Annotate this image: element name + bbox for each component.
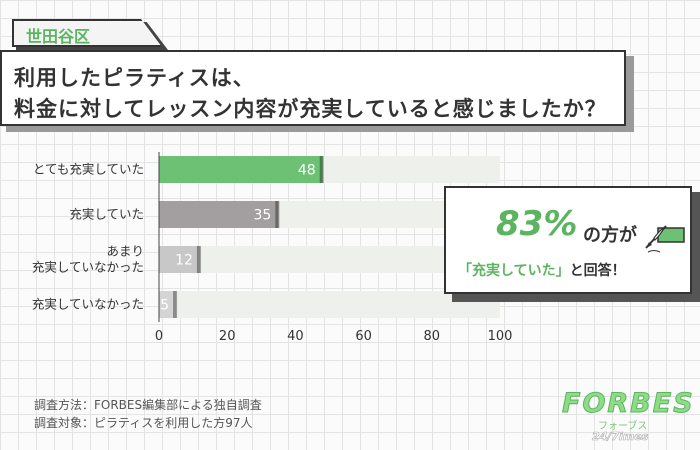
x-tick-label: 60 (355, 329, 372, 344)
bar-track (159, 246, 500, 273)
title-box (0, 50, 626, 126)
forbes-logo-kana: フォーブス (598, 421, 648, 432)
bar-value-label: 5 (160, 298, 169, 314)
region-tag-label: 世田谷区 (26, 27, 91, 46)
bar-track (159, 291, 500, 318)
callout-highlight: 「充実していた」 (458, 263, 570, 279)
bar (159, 201, 279, 228)
bar-value-label: 12 (175, 253, 193, 269)
bar-edge (173, 291, 178, 318)
bar (159, 291, 177, 318)
category-label: とても充実していた (33, 162, 144, 177)
survey-target-note: 調査対象：ピラティスを利用した方97人 (34, 416, 253, 430)
bar-value-label: 48 (298, 163, 316, 179)
x-tick-label: 40 (287, 329, 304, 344)
survey-method-note: 調査方法：FORBES編集部による独自調査 (34, 398, 262, 412)
region-tag (12, 19, 162, 47)
bar-edge (275, 201, 280, 228)
bar (159, 246, 200, 273)
title-line-2: 料金に対してレッスン内容が充実していると感じましたか？ (14, 97, 607, 121)
callout-percentage: 83% (496, 204, 578, 244)
bar-chart: 48とても充実していた35充実していた12あまり充実していなかった5充実していな… (32, 152, 513, 344)
callout-rest: と回答！ (569, 263, 626, 279)
title-line-1: 利用したピラティスは、 (14, 66, 255, 90)
bar-value-label: 35 (254, 208, 272, 224)
bar (159, 156, 323, 183)
category-label: 充実していなかった (32, 297, 144, 312)
category-label: 充実していた (69, 207, 144, 222)
category-label: 充実していなかった (32, 260, 144, 275)
forbes-logo: FORBES (562, 388, 695, 420)
pen-writing-icon (645, 225, 685, 253)
x-tick-label: 0 (155, 329, 163, 344)
x-tick-label: 100 (488, 329, 513, 344)
callout-box (444, 186, 692, 294)
forbes-logo-sub: 24/7imes (592, 430, 649, 444)
x-tick-label: 80 (424, 329, 441, 344)
category-label: あまり (106, 244, 144, 259)
x-tick-label: 20 (219, 329, 236, 344)
callout-suffix: の方が (583, 225, 637, 246)
callout-line-2: 「充実していた」と回答！ (458, 260, 626, 280)
bar-edge (196, 246, 201, 273)
bar-edge (319, 156, 324, 183)
